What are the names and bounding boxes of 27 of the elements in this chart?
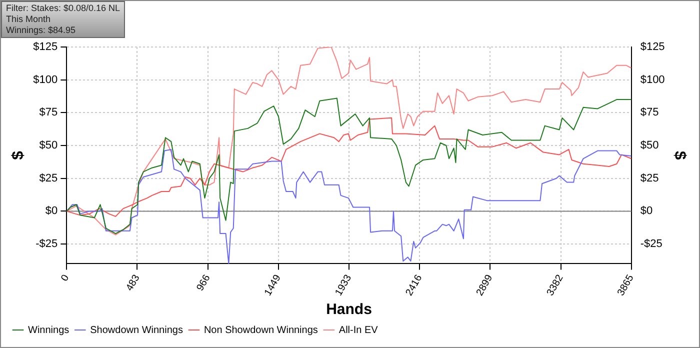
y-tick-label: $50: [39, 140, 58, 152]
x-tick-label: 483: [124, 272, 142, 294]
text: Winnings: $84.95: [6, 25, 77, 36]
y-tick-label: -$25: [36, 238, 58, 250]
text: This Month: [6, 14, 52, 25]
legend-label: All-In EV: [338, 324, 378, 336]
x-tick-label: 0: [59, 272, 72, 284]
y-tick-label: $125: [33, 41, 58, 54]
y2-tick-label: $50: [640, 140, 659, 152]
y2-tick-label: -$25: [640, 238, 662, 250]
y2-tick-label: $0: [640, 205, 653, 218]
y2-tick-label: $100: [640, 74, 665, 86]
x-axis-title: Hands: [326, 301, 372, 318]
text: Filter: Stakes: $0.08/0.16 NL: [6, 3, 120, 14]
y2-axis-title: $: [670, 150, 688, 160]
legend-label: Showdown Winnings: [90, 324, 183, 336]
y-tick-label: $0: [45, 205, 58, 218]
x-tick-label: 966: [194, 272, 213, 294]
y-tick-label: $100: [33, 74, 58, 86]
legend-label: Non Showdown Winnings: [204, 324, 318, 336]
y-tick-label: $25: [39, 172, 58, 184]
legend-label: Winnings: [28, 324, 70, 336]
y-tick-label: $75: [39, 106, 58, 119]
y2-tick-label: $75: [640, 106, 659, 119]
y2-tick-label: $25: [640, 172, 659, 184]
y-axis-title: $: [10, 150, 28, 160]
y2-tick-label: $125: [640, 41, 665, 54]
